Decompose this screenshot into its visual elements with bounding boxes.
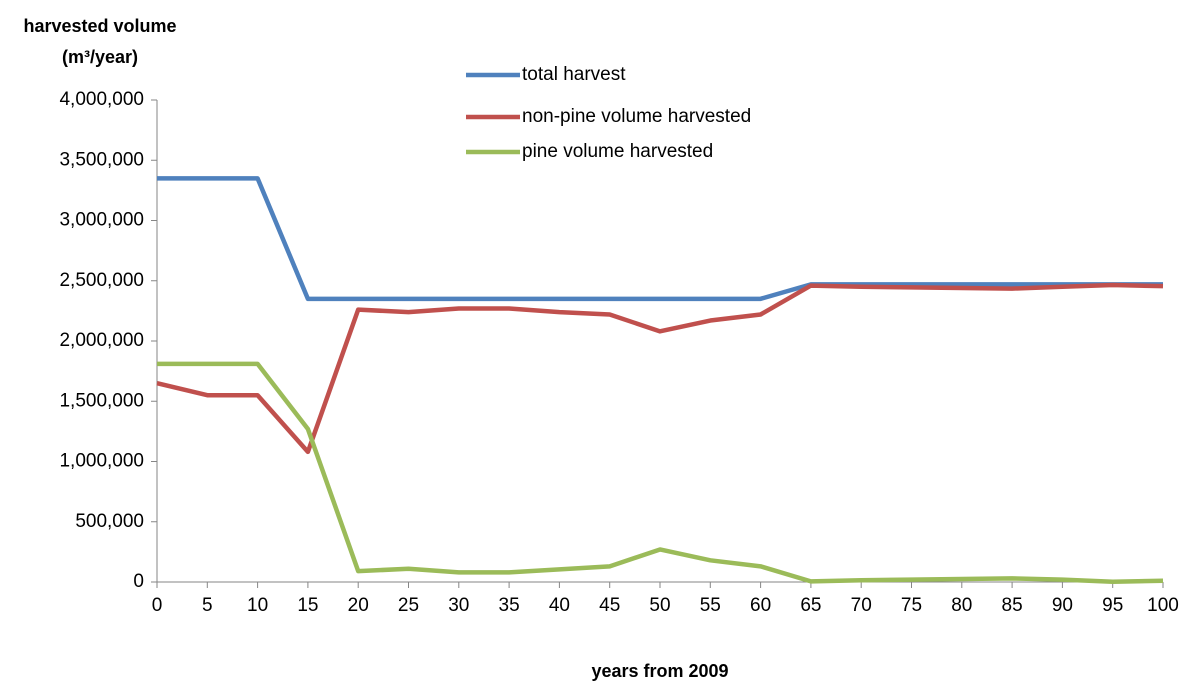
x-tick-label: 5 [202, 595, 213, 616]
x-axis-title: years from 2009 [591, 661, 728, 681]
x-tick-label: 55 [700, 595, 721, 616]
x-tick-label: 60 [750, 595, 771, 616]
x-tick-label: 85 [1002, 595, 1023, 616]
x-tick-label: 15 [297, 595, 318, 616]
x-tick-label: 75 [901, 595, 922, 616]
x-tick-label: 70 [851, 595, 872, 616]
x-tick-label: 100 [1147, 595, 1179, 616]
x-tick-label: 25 [398, 595, 419, 616]
legend-label: non-pine volume harvested [522, 106, 751, 127]
x-tick-label: 30 [448, 595, 469, 616]
y-tick-label: 1,500,000 [59, 390, 144, 411]
y-tick-label: 3,500,000 [59, 149, 144, 170]
x-tick-label: 45 [599, 595, 620, 616]
series-line [156, 282, 1164, 455]
series-line [157, 361, 1164, 585]
x-tick-label: 20 [348, 595, 369, 616]
y-tick-label: 0 [133, 571, 144, 592]
x-tick-label: 80 [951, 595, 972, 616]
series-line [157, 176, 1163, 302]
y-tick-label: 4,000,000 [59, 89, 144, 110]
x-tick-label: 0 [152, 595, 163, 616]
x-tick-label: 10 [247, 595, 268, 616]
y-tick-label: 500,000 [75, 511, 144, 532]
x-tick-label: 40 [549, 595, 570, 616]
y-tick-label: 2,000,000 [59, 330, 144, 351]
legend-label: total harvest [522, 64, 626, 85]
y-tick-label: 2,500,000 [59, 270, 144, 291]
y-axis-title: harvested volume [23, 16, 176, 36]
y-tick-label: 1,000,000 [59, 451, 144, 472]
x-tick-label: 95 [1102, 595, 1123, 616]
x-tick-label: 50 [649, 595, 670, 616]
x-tick-label: 90 [1052, 595, 1073, 616]
x-tick-label: 65 [800, 595, 821, 616]
y-tick-label: 3,000,000 [59, 210, 144, 231]
y-axis-title: (m³/year) [62, 47, 138, 67]
x-tick-label: 35 [499, 595, 520, 616]
legend-label: pine volume harvested [522, 141, 713, 162]
